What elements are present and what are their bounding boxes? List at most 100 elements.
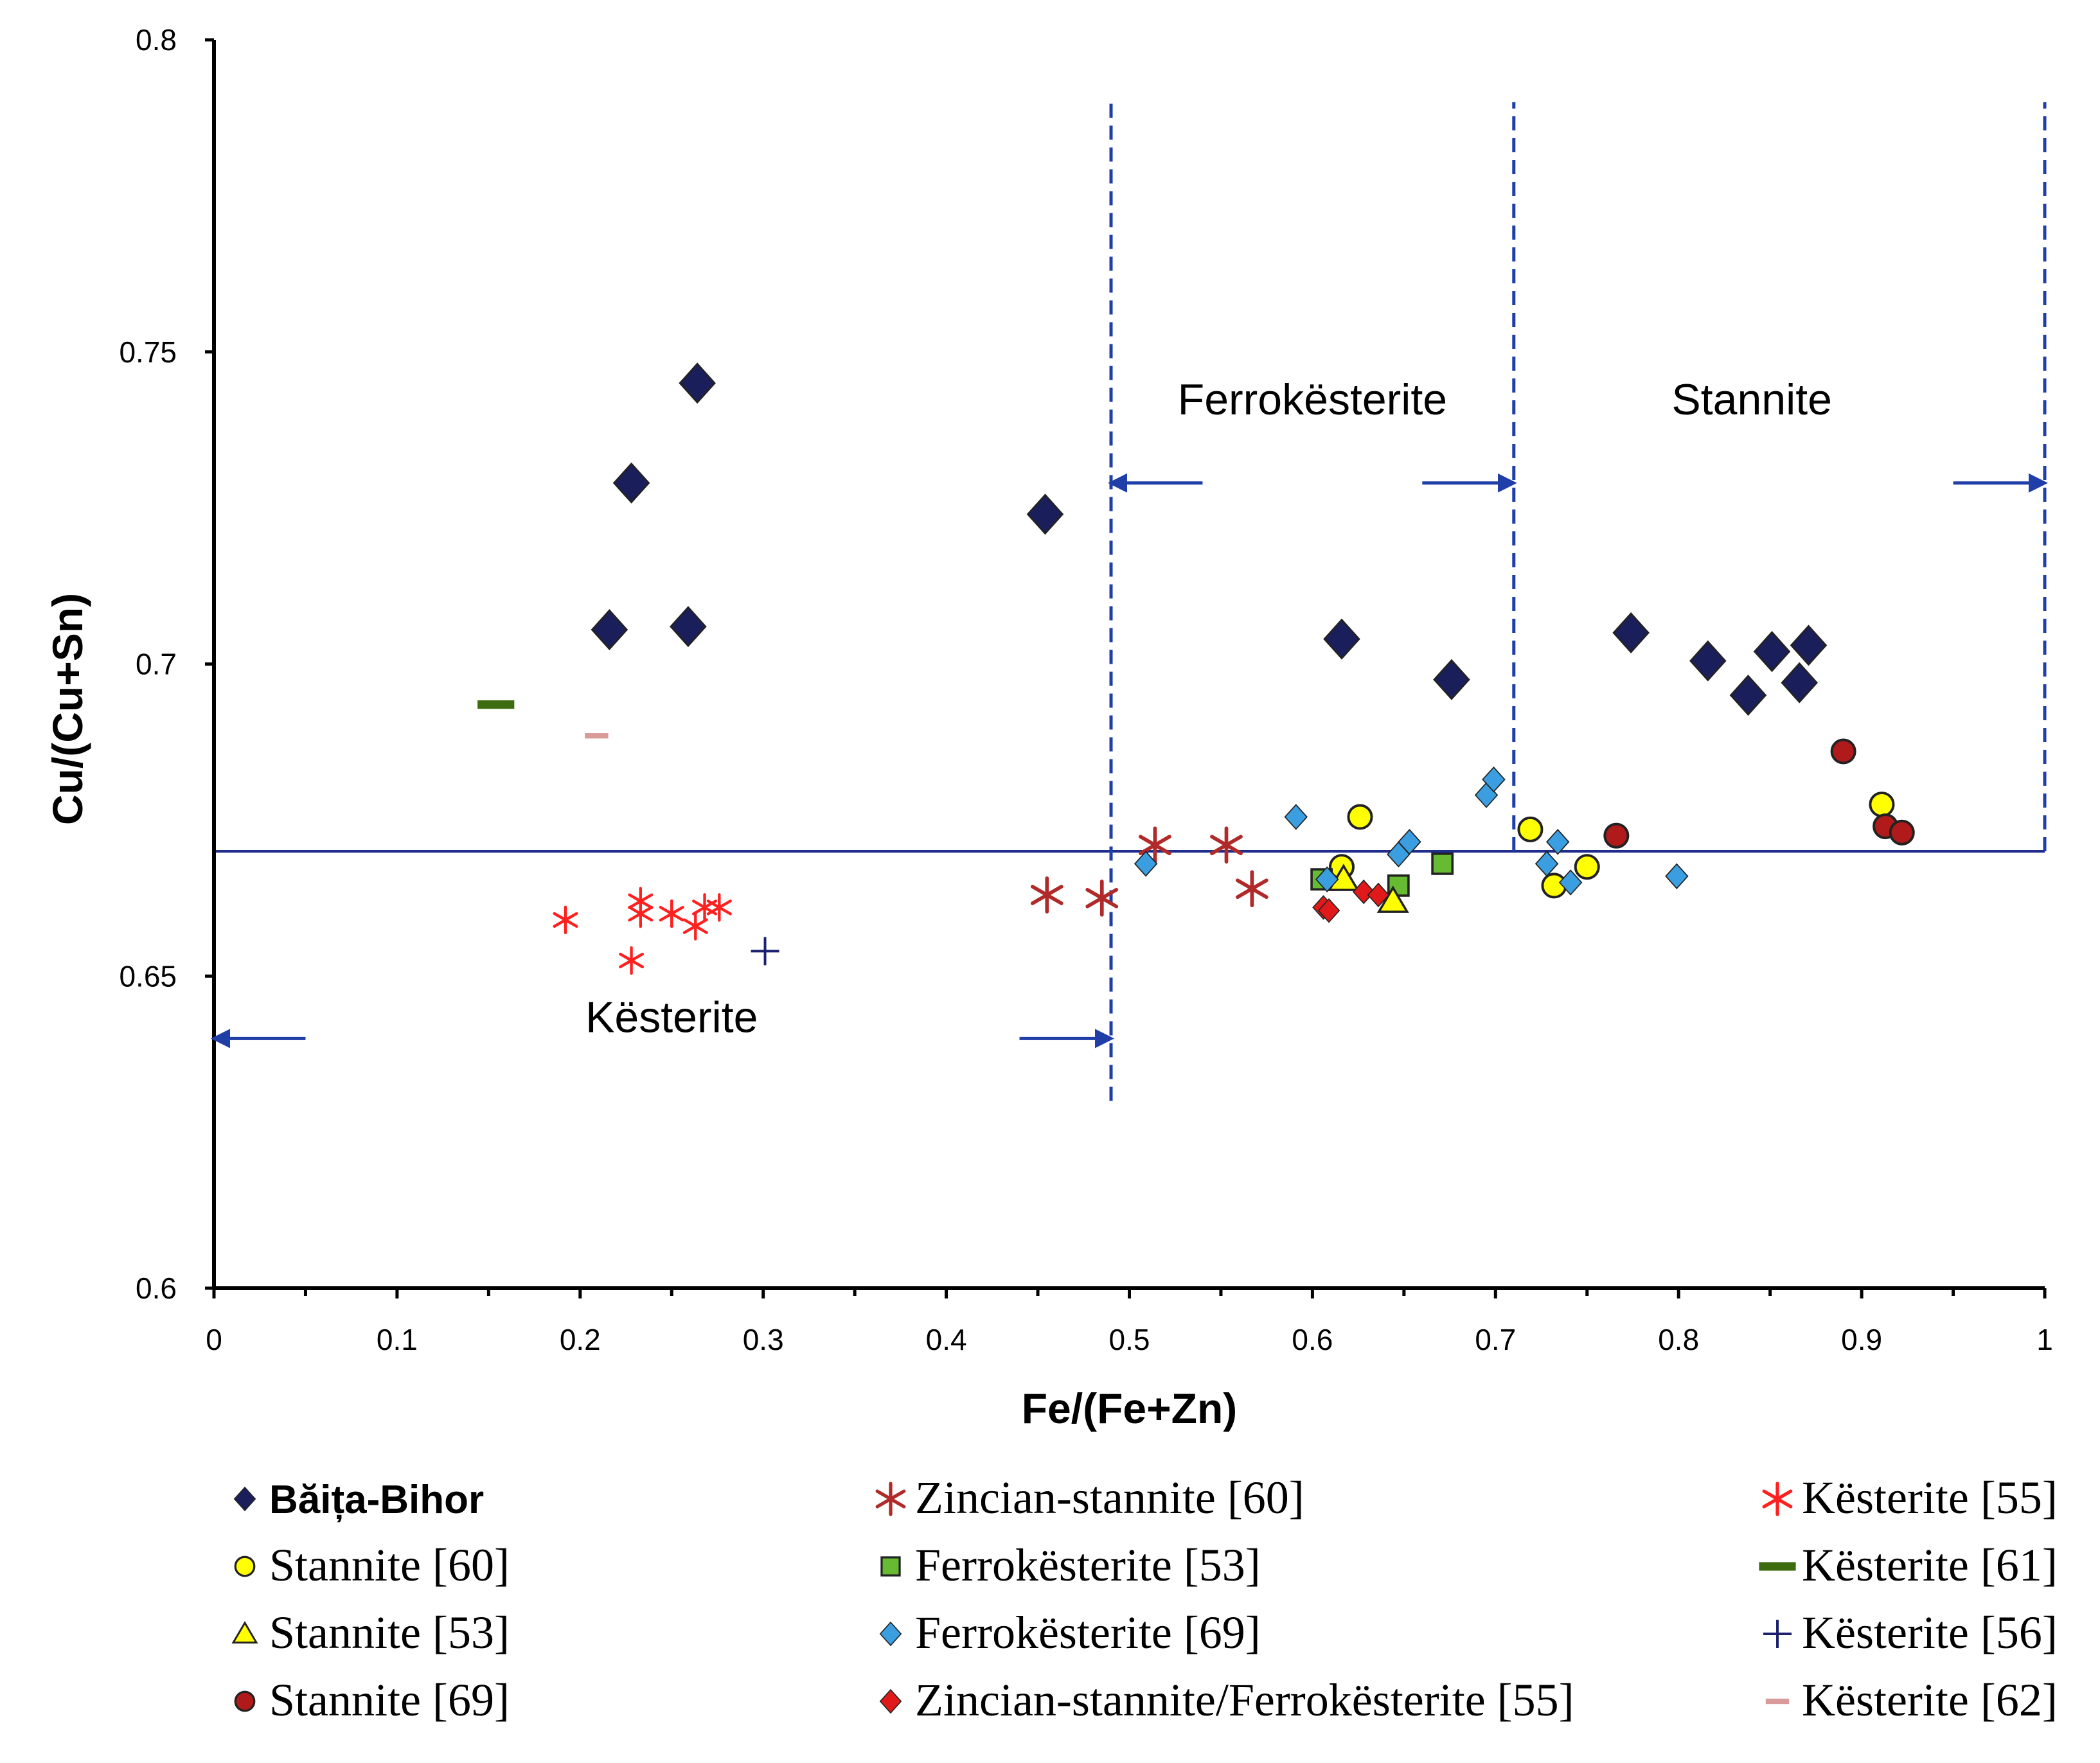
legend-item-baita-bihor: Băița-Bihor (233, 1478, 484, 1522)
data-point (628, 899, 654, 928)
legend-marker (879, 1688, 902, 1714)
legend-marker (1763, 1620, 1792, 1648)
legend-item-kesterite-56: Kësterite [56] (1763, 1607, 2058, 1658)
data-point (619, 946, 645, 975)
y-tick-label: 0.6 (136, 1271, 177, 1305)
region-label-kesterite: Kësterite (585, 993, 758, 1042)
data-point (1603, 822, 1630, 849)
x-tick-label: 1 (2036, 1323, 2053, 1356)
legend-marker (1759, 1562, 1796, 1571)
region-label-ferrokesterite: Ferrokësterite (1178, 375, 1447, 424)
data-point (679, 362, 716, 404)
region-labels: Kësterite Ferrokësterite Stannite (211, 375, 2048, 1049)
data-point (1729, 675, 1767, 716)
data-point (553, 905, 578, 935)
series-stannite-69 (1603, 738, 1915, 849)
data-point (751, 937, 779, 966)
data-point (1085, 879, 1119, 917)
legend-item-stannite-60: Stannite [60] (234, 1539, 510, 1591)
legend-marker (234, 1690, 256, 1712)
x-tick-label: 0.2 (560, 1323, 601, 1356)
data-point (1753, 631, 1791, 673)
legend-item-stannite-53: Stannite [53] (231, 1607, 510, 1658)
data-point (1889, 819, 1915, 846)
series-kesterite-61 (477, 700, 515, 709)
legend-label: Băița-Bihor (269, 1478, 484, 1522)
legend-label: Stannite [60] (269, 1539, 510, 1591)
data-point (1139, 826, 1171, 864)
data-point (1210, 826, 1243, 864)
data-point (1781, 662, 1819, 704)
x-tick-label: 0.8 (1658, 1323, 1699, 1356)
series-baita-bihor (591, 362, 1828, 716)
data-point (1431, 852, 1454, 875)
x-tick-label: 0.7 (1475, 1323, 1516, 1356)
data-point (1517, 816, 1544, 842)
legend-label: Stannite [69] (269, 1674, 510, 1726)
series-ferrokesterite-69 (1134, 766, 1689, 896)
legend-label: Kësterite [61] (1802, 1539, 2058, 1591)
data-point (1376, 885, 1409, 913)
series-zincian-stannite-60 (1030, 826, 1268, 917)
data-point (1236, 870, 1268, 908)
data-point (1545, 829, 1570, 855)
legend-label: Kësterite [55] (1802, 1472, 2058, 1523)
x-axis-title: Fe/(Fe+Zn) (1022, 1385, 1238, 1432)
legend-item-zincian-stannite-60: Zincian-stannite [60] (875, 1472, 1304, 1523)
legend-marker (233, 1486, 256, 1512)
data-point (1323, 618, 1360, 660)
data-point (1030, 876, 1063, 914)
legend-item-ferrokesterite-53: Ferrokësterite [53] (880, 1539, 1261, 1591)
x-tick-label: 0.3 (743, 1323, 784, 1356)
data-point (1315, 866, 1339, 892)
y-tick-label: 0.7 (136, 648, 177, 681)
legend-item-kesterite-61: Kësterite [61] (1759, 1539, 2058, 1591)
legend-item-kesterite-62: Kësterite [62] (1765, 1674, 2058, 1726)
y-tick-label: 0.75 (119, 335, 177, 369)
data-point (1433, 659, 1470, 700)
legend-item-kesterite-55: Kësterite [55] (1762, 1472, 2058, 1523)
legend-marker (879, 1621, 902, 1647)
data-point (585, 733, 609, 739)
legend-label: Kësterite [56] (1802, 1607, 2058, 1658)
data-point (1790, 625, 1828, 666)
legend-label: Zincian-stannite/Ferrokësterite [55] (915, 1674, 1574, 1726)
data-point (1026, 493, 1064, 535)
legend-marker (231, 1621, 258, 1643)
legend-label: Ferrokësterite [69] (915, 1607, 1261, 1658)
data-point (1830, 738, 1856, 765)
region-label-stannite: Stannite (1671, 375, 1832, 424)
data-point (1665, 863, 1689, 890)
series-kesterite-62 (585, 733, 609, 739)
x-tick-label: 0.6 (1292, 1323, 1333, 1356)
data-point (591, 609, 628, 651)
data-point (1535, 851, 1559, 877)
series-zincian-stannite-ferrokesterite-55 (1312, 879, 1390, 923)
x-tick-label: 0.9 (1841, 1323, 1882, 1356)
x-tick-label: 0.1 (377, 1323, 418, 1356)
data-point (1482, 766, 1506, 793)
data-point (477, 700, 515, 709)
data-point (1869, 792, 1895, 818)
data-point (1574, 854, 1600, 880)
y-tick-label: 0.8 (136, 23, 177, 57)
legend-marker (880, 1556, 901, 1577)
legend-label: Ferrokësterite [53] (915, 1539, 1261, 1591)
legend-item-ferrokesterite-69: Ferrokësterite [69] (879, 1607, 1261, 1658)
data-point (659, 899, 684, 928)
legend-item-stannite-69: Stannite [69] (234, 1674, 510, 1726)
y-tick-label: 0.65 (119, 959, 177, 993)
data-point (1689, 640, 1727, 682)
data-point (1367, 882, 1390, 908)
legend: Băița-Bihor Stannite [60] Stannite [53] Sta… (231, 1472, 2058, 1726)
legend-label: Stannite [53] (269, 1607, 510, 1658)
data-point (1284, 804, 1308, 830)
data-point (1317, 898, 1340, 923)
data-point (1134, 851, 1158, 877)
data-point (1347, 804, 1373, 830)
legend-marker (1762, 1482, 1793, 1516)
x-tick-label: 0.5 (1109, 1323, 1150, 1356)
data-points (477, 362, 1915, 975)
legend-marker (234, 1555, 256, 1577)
